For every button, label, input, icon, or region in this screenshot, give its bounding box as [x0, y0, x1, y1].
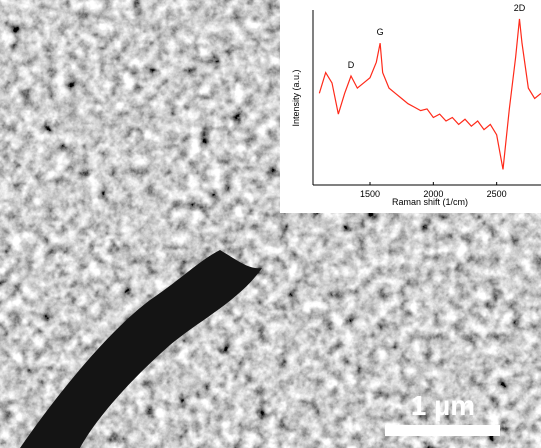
figure: 1 µm Raman shift (1/cm) Intensity (a.u.)…: [0, 0, 541, 448]
y-axis-label: Intensity (a.u.): [291, 69, 301, 126]
peak-label: G: [377, 27, 384, 37]
peak-label: 2D: [514, 3, 526, 13]
x-tick-label: 2000: [423, 189, 443, 199]
scale-bar: [385, 425, 500, 436]
peak-label: D: [348, 60, 355, 70]
scale-bar-label: 1 µm: [411, 390, 475, 421]
x-tick-label: 1500: [360, 189, 380, 199]
inset-background: [280, 0, 541, 213]
x-tick-label: 2500: [487, 189, 507, 199]
